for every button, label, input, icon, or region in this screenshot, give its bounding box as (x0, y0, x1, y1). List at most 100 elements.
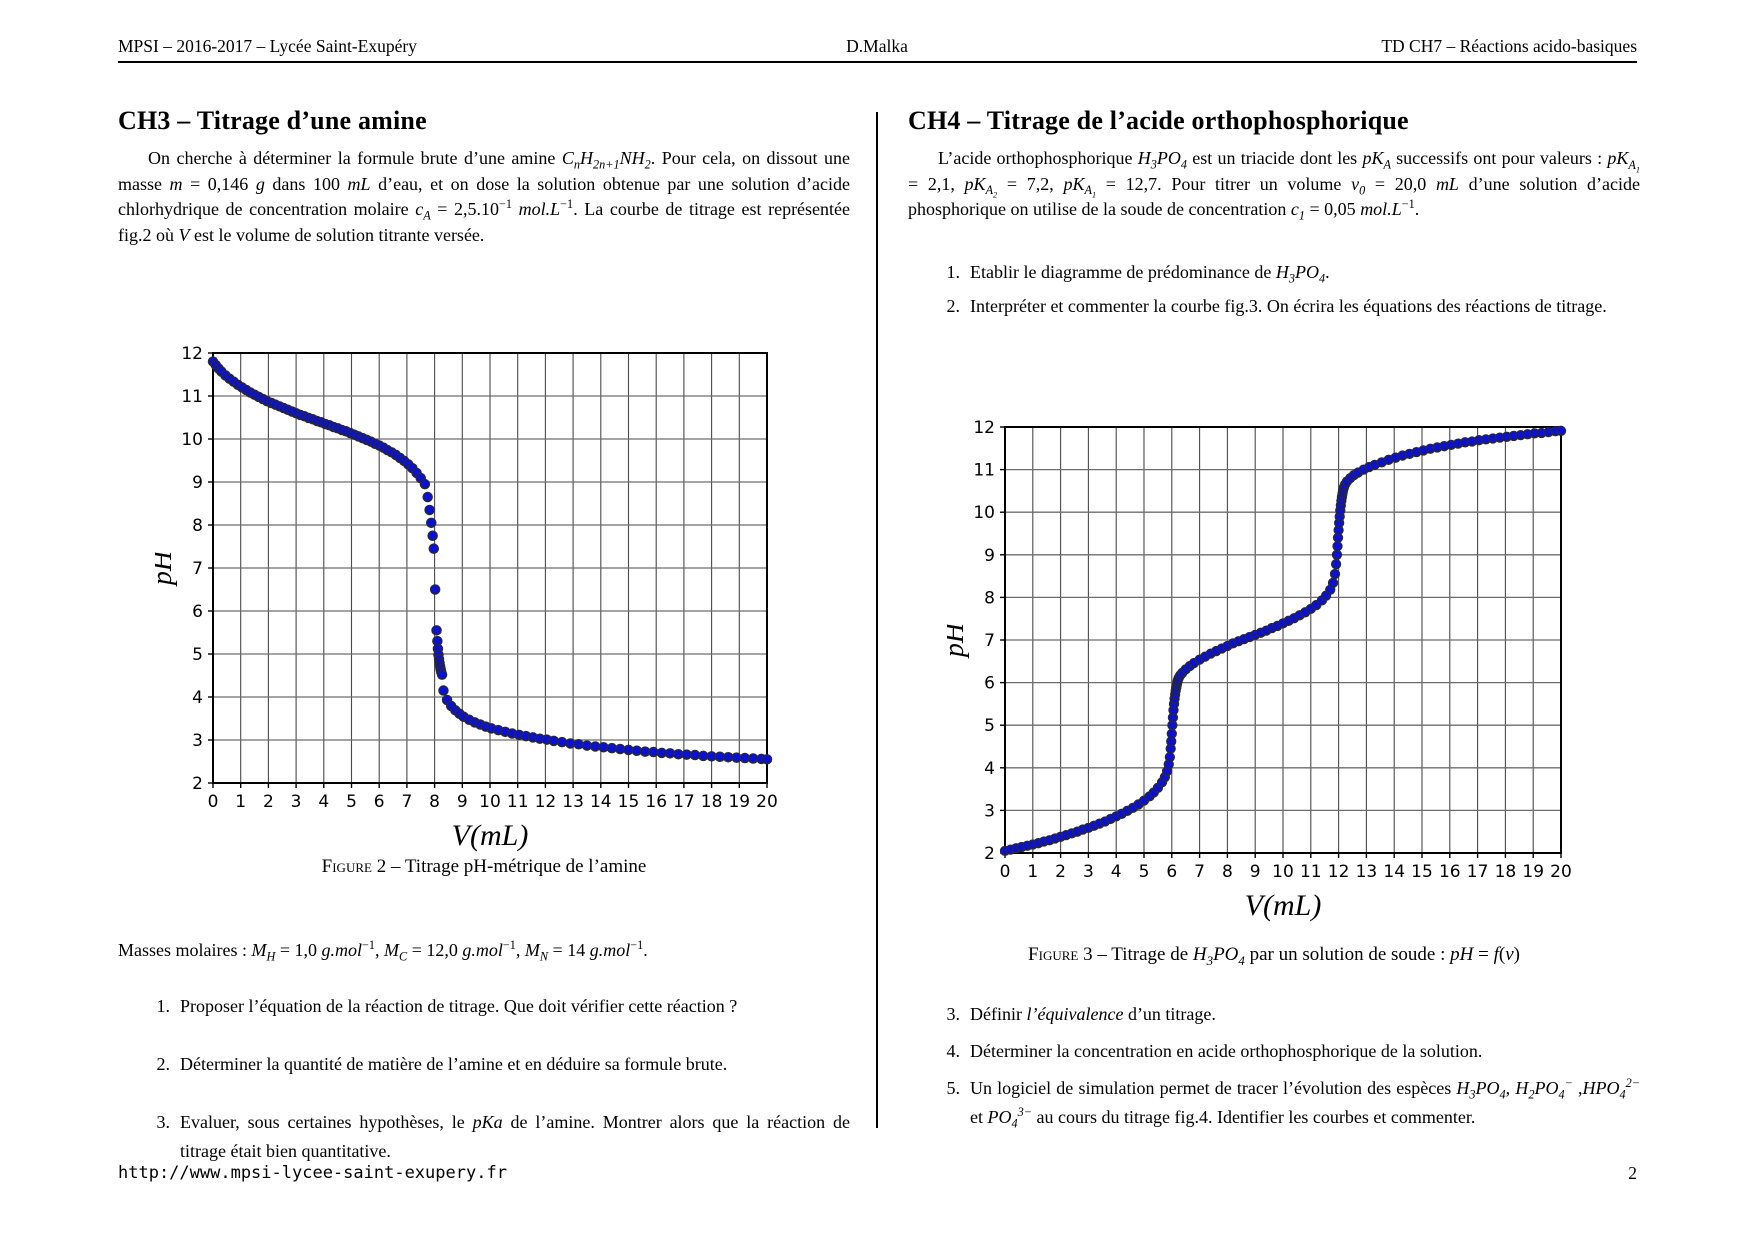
svg-text:2: 2 (263, 792, 274, 812)
figure3-titration-chart: 0 1 2 3 4 5 6 7 8 9 10 11 12 13 14 15 16 17 18 19 2023456789… (947, 418, 1572, 922)
svg-text:13: 13 (562, 792, 584, 812)
item-number: 2. (156, 1054, 171, 1074)
section-title-ch3: CH3 – Titrage d’une amine (118, 106, 427, 135)
svg-text:18: 18 (1495, 862, 1517, 882)
item-text: Un logiciel de simulation permet de trac… (970, 1076, 1641, 1131)
header-rule (118, 61, 1637, 63)
ch3-question-3: 3. Evaluer, sous certaines hypothèses, l… (118, 1108, 851, 1166)
svg-text:6: 6 (374, 792, 385, 812)
item-number: 3. (946, 1004, 961, 1024)
ch4-question-3: 3. Définir l’équivalence d’un titrage. (908, 1000, 1640, 1029)
item-number: 2. (946, 296, 961, 316)
item-number: 3. (156, 1112, 171, 1132)
figure2-titration-chart: 0 1 2 3 4 5 6 7 8 9 10 11 12 13 14 15 16 17 18 19 2023456789… (155, 344, 778, 852)
ch3-intro-paragraph: On cherche à déterminer la formule brute… (118, 148, 851, 245)
svg-text:16: 16 (645, 792, 667, 812)
svg-text:13: 13 (1356, 862, 1378, 882)
svg-text:7: 7 (192, 559, 203, 579)
figure3-caption: Figure 3 – Titrage de H3PO4 par un solut… (908, 944, 1640, 968)
item-text: Définir l’équivalence d’un titrage. (970, 1004, 1216, 1024)
item-text: Déterminer la concentration en acide ort… (970, 1041, 1483, 1061)
ch4-question-4: 4. Déterminer la concentration en acide … (908, 1037, 1640, 1066)
svg-text:1: 1 (1027, 862, 1038, 882)
svg-text:11: 11 (1300, 862, 1322, 882)
svg-text:8: 8 (984, 588, 995, 608)
svg-text:19: 19 (1522, 862, 1544, 882)
svg-text:0: 0 (208, 792, 219, 812)
footer-page-number: 2 (1628, 1163, 1637, 1183)
svg-text:2: 2 (1055, 862, 1066, 882)
svg-text:12: 12 (535, 792, 557, 812)
svg-text:4: 4 (1111, 862, 1122, 882)
svg-text:V(mL): V(mL) (452, 819, 529, 852)
ch4-question-5: 5. Un logiciel de simulation permet de t… (908, 1074, 1641, 1132)
header-author: D.Malka (846, 36, 908, 56)
svg-text:9: 9 (192, 473, 203, 493)
item-text: Etablir le diagramme de prédominance de … (970, 262, 1330, 286)
svg-text:6: 6 (984, 674, 995, 694)
svg-text:12: 12 (973, 418, 995, 438)
svg-text:9: 9 (1250, 862, 1261, 882)
svg-text:14: 14 (590, 792, 612, 812)
molar-masses-paragraph: Masses molaires : MH = 1,0 g.mol−1, MC =… (118, 938, 648, 964)
figure2-caption: Figure 2 – Titrage pH-métrique de l’amin… (118, 856, 850, 878)
svg-text:pH: pH (947, 621, 970, 659)
svg-text:12: 12 (181, 344, 203, 364)
header-course-info: MPSI – 2016-2017 – Lycée Saint-Exupéry (118, 36, 417, 56)
svg-text:3: 3 (984, 801, 995, 821)
svg-text:4: 4 (984, 759, 995, 779)
item-text: Interpréter et commenter la courbe fig.3… (970, 296, 1607, 316)
ch4-question-1: 1. Etablir le diagramme de prédominance … (908, 258, 1640, 287)
ch4-question-2: 2. Interpréter et commenter la courbe fi… (908, 292, 1640, 321)
figure3-caption-label: Figure 3 (1028, 944, 1093, 965)
figure2-caption-label: Figure 2 (321, 856, 387, 877)
svg-text:0: 0 (1000, 862, 1011, 882)
svg-text:2: 2 (984, 844, 995, 864)
svg-text:10: 10 (479, 792, 501, 812)
item-number: 1. (156, 996, 171, 1016)
svg-text:1: 1 (235, 792, 246, 812)
svg-text:10: 10 (1272, 862, 1294, 882)
svg-text:20: 20 (1550, 862, 1572, 882)
ch3-question-1: 1. Proposer l’équation de la réaction de… (118, 992, 850, 1021)
svg-text:10: 10 (973, 503, 995, 523)
ch3-question-2: 2. Déterminer la quantité de matière de … (118, 1050, 850, 1079)
svg-text:17: 17 (1467, 862, 1489, 882)
item-number: 4. (946, 1041, 961, 1061)
svg-text:12: 12 (1328, 862, 1350, 882)
footer-website-url: http://www.mpsi-lycee-saint-exupery.fr (118, 1163, 507, 1183)
item-number: 5. (946, 1078, 961, 1098)
svg-text:2: 2 (192, 774, 203, 794)
svg-text:5: 5 (1139, 862, 1150, 882)
svg-text:11: 11 (507, 792, 529, 812)
svg-text:16: 16 (1439, 862, 1461, 882)
svg-text:V(mL): V(mL) (1245, 889, 1322, 922)
item-text: Proposer l’équation de la réaction de ti… (180, 996, 738, 1016)
figure2-caption-text: – Titrage pH-métrique de l’amine (390, 856, 647, 877)
svg-text:10: 10 (181, 430, 203, 450)
svg-text:5: 5 (984, 716, 995, 736)
svg-text:8: 8 (429, 792, 440, 812)
svg-text:15: 15 (1411, 862, 1433, 882)
item-number: 1. (946, 262, 961, 282)
svg-text:8: 8 (192, 516, 203, 536)
svg-text:15: 15 (618, 792, 640, 812)
svg-text:11: 11 (973, 461, 995, 481)
svg-text:17: 17 (673, 792, 695, 812)
svg-text:3: 3 (192, 731, 203, 751)
column-divider (876, 112, 878, 1128)
svg-text:4: 4 (192, 688, 203, 708)
svg-text:pH: pH (155, 549, 178, 587)
svg-text:3: 3 (291, 792, 302, 812)
svg-text:9: 9 (457, 792, 468, 812)
item-text: Déterminer la quantité de matière de l’a… (180, 1054, 728, 1074)
ch4-intro-paragraph: L’acide orthophosphorique H3PO4 est un t… (908, 148, 1640, 223)
svg-text:8: 8 (1222, 862, 1233, 882)
svg-text:7: 7 (1194, 862, 1205, 882)
svg-text:19: 19 (728, 792, 750, 812)
item-text: Evaluer, sous certaines hypothèses, le p… (180, 1112, 850, 1161)
svg-text:4: 4 (318, 792, 329, 812)
figure3-caption-text: – Titrage de H3PO4 par un solution de so… (1097, 944, 1520, 968)
svg-text:3: 3 (1083, 862, 1094, 882)
